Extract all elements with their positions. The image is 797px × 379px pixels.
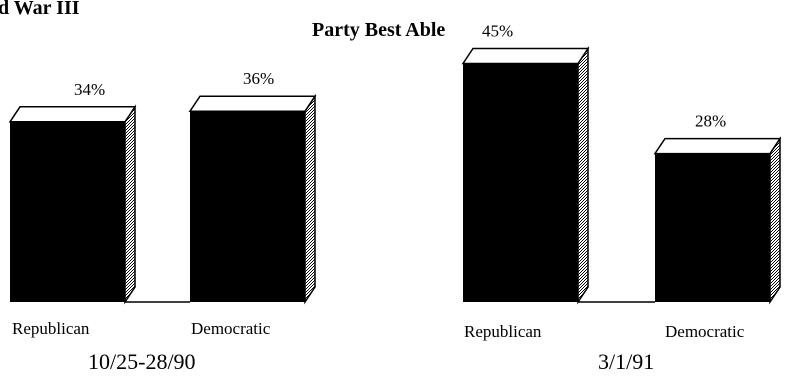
chart-title: Party Best Able	[312, 19, 445, 41]
bar-side	[769, 136, 781, 305]
bar-top	[8, 106, 137, 123]
bar-republican	[461, 46, 590, 305]
period-label: 10/25-28/90	[88, 349, 196, 374]
bar-front	[10, 121, 125, 302]
category-label: Democratic	[665, 322, 745, 341]
bar-front	[655, 153, 770, 302]
partial-page-title: d War III	[0, 0, 80, 19]
bar-front	[190, 111, 305, 302]
bar-panel-2: 45% Republican 28% Democratic 3/1/91	[461, 22, 782, 374]
bar-side	[577, 46, 589, 305]
bar-democratic	[653, 136, 782, 305]
value-label: 28%	[695, 112, 726, 131]
value-label: 45%	[482, 22, 513, 41]
bar-top	[461, 47, 590, 65]
category-label: Republican	[464, 322, 542, 341]
bar-panels: 34% Republican 36% Democratic 10/25-28/90 45%…	[8, 22, 782, 374]
category-label: Democratic	[191, 319, 271, 338]
period-label: 3/1/91	[598, 349, 654, 374]
value-label: 36%	[243, 69, 274, 88]
bar-panel-1: 34% Republican 36% Democratic 10/25-28/90	[8, 69, 317, 374]
bar-top	[188, 95, 317, 112]
bar-side	[304, 93, 316, 305]
bar-democratic	[188, 93, 317, 305]
category-label: Republican	[12, 319, 90, 338]
bar-republican	[8, 104, 137, 305]
bar-top	[653, 137, 782, 155]
bar-side	[124, 104, 136, 305]
value-label: 34%	[74, 80, 105, 99]
bar-front	[463, 63, 578, 302]
